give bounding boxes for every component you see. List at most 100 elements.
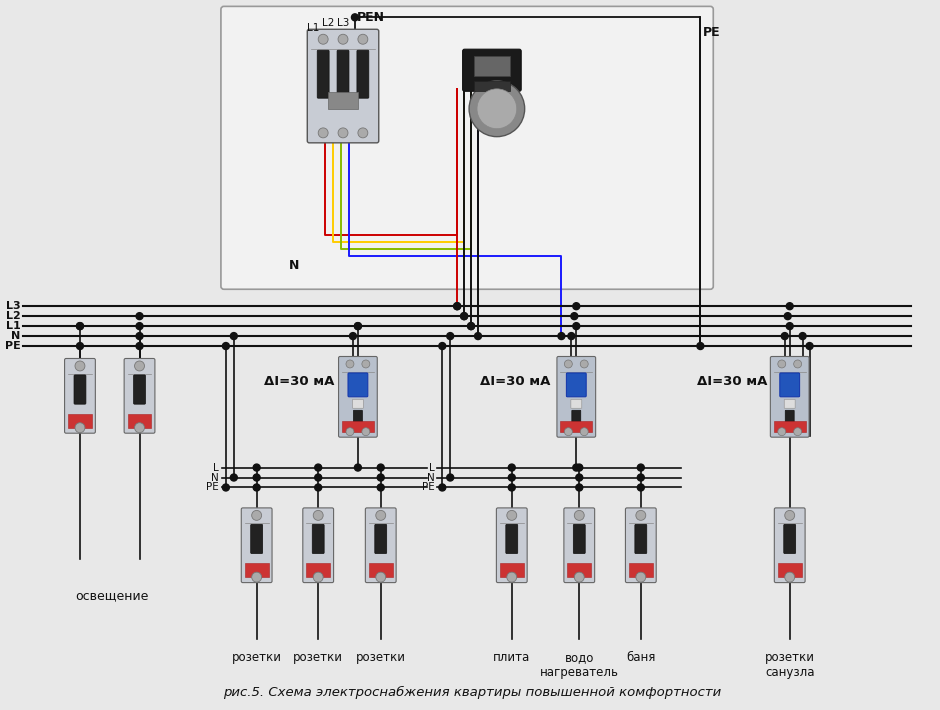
Bar — [774, 421, 806, 432]
Circle shape — [75, 361, 85, 371]
Circle shape — [134, 422, 145, 432]
Circle shape — [785, 572, 794, 582]
FancyBboxPatch shape — [375, 524, 386, 554]
Circle shape — [777, 360, 786, 368]
Circle shape — [580, 427, 588, 436]
Circle shape — [315, 464, 321, 471]
Text: PE: PE — [5, 341, 21, 351]
Circle shape — [580, 360, 588, 368]
Circle shape — [354, 464, 361, 471]
FancyBboxPatch shape — [625, 508, 656, 583]
Text: плита: плита — [494, 651, 530, 664]
Circle shape — [376, 510, 385, 520]
Circle shape — [454, 302, 461, 310]
Circle shape — [786, 322, 793, 329]
Bar — [368, 563, 393, 577]
Circle shape — [315, 474, 321, 481]
Circle shape — [572, 322, 580, 329]
Circle shape — [558, 332, 565, 339]
FancyBboxPatch shape — [573, 524, 586, 554]
Circle shape — [230, 474, 237, 481]
Circle shape — [785, 510, 794, 520]
Circle shape — [76, 322, 84, 329]
Text: N: N — [11, 331, 21, 341]
Text: L3: L3 — [337, 18, 349, 28]
Text: PEN: PEN — [357, 11, 384, 24]
Text: PE: PE — [422, 483, 434, 493]
Circle shape — [568, 332, 574, 339]
Circle shape — [637, 464, 644, 471]
Circle shape — [635, 510, 646, 520]
Bar — [474, 56, 509, 76]
Circle shape — [807, 342, 813, 349]
Circle shape — [781, 332, 789, 339]
Circle shape — [313, 510, 323, 520]
Circle shape — [571, 312, 578, 320]
FancyBboxPatch shape — [784, 524, 795, 554]
Circle shape — [377, 464, 384, 471]
Text: розетки
санузла: розетки санузла — [765, 651, 815, 679]
Text: освещение: освещение — [75, 589, 149, 602]
Circle shape — [223, 342, 229, 349]
FancyBboxPatch shape — [242, 508, 272, 583]
Text: L1: L1 — [307, 23, 320, 33]
Bar — [128, 414, 151, 427]
FancyBboxPatch shape — [780, 373, 800, 397]
FancyBboxPatch shape — [74, 375, 86, 404]
Circle shape — [338, 128, 348, 138]
Circle shape — [352, 13, 358, 21]
FancyBboxPatch shape — [352, 399, 364, 408]
FancyBboxPatch shape — [221, 6, 713, 289]
Text: PE: PE — [703, 26, 721, 39]
Circle shape — [786, 302, 793, 310]
Text: розетки: розетки — [293, 651, 343, 664]
Bar — [342, 421, 374, 432]
FancyBboxPatch shape — [357, 50, 368, 98]
Circle shape — [346, 360, 354, 368]
Circle shape — [793, 427, 802, 436]
Circle shape — [319, 34, 328, 44]
Circle shape — [509, 484, 515, 491]
FancyBboxPatch shape — [312, 524, 324, 554]
Circle shape — [350, 332, 356, 339]
Circle shape — [439, 484, 446, 491]
Circle shape — [446, 474, 454, 481]
Text: L3: L3 — [6, 301, 21, 311]
Bar — [568, 563, 591, 577]
Circle shape — [377, 484, 384, 491]
Circle shape — [253, 464, 260, 471]
Circle shape — [319, 128, 328, 138]
FancyBboxPatch shape — [771, 356, 809, 437]
Circle shape — [461, 312, 467, 320]
Circle shape — [461, 312, 467, 320]
Circle shape — [354, 322, 361, 329]
Circle shape — [467, 322, 475, 329]
Circle shape — [446, 332, 454, 339]
Circle shape — [576, 484, 583, 491]
Bar — [474, 82, 509, 92]
Circle shape — [507, 510, 517, 520]
Circle shape — [637, 484, 644, 491]
Text: розетки: розетки — [231, 651, 282, 664]
Text: ΔI=30 мA: ΔI=30 мA — [263, 376, 334, 388]
Circle shape — [313, 572, 323, 582]
Circle shape — [574, 572, 585, 582]
Circle shape — [362, 427, 369, 436]
FancyBboxPatch shape — [338, 356, 377, 437]
Circle shape — [635, 572, 646, 582]
FancyBboxPatch shape — [462, 49, 521, 92]
Circle shape — [354, 322, 361, 329]
Circle shape — [576, 474, 583, 481]
Bar — [68, 414, 92, 427]
FancyBboxPatch shape — [65, 359, 95, 433]
Text: PE: PE — [206, 483, 219, 493]
Circle shape — [777, 427, 786, 436]
Circle shape — [253, 484, 260, 491]
Bar — [328, 92, 358, 109]
FancyBboxPatch shape — [564, 508, 595, 583]
FancyBboxPatch shape — [251, 524, 262, 554]
Text: розетки: розетки — [355, 651, 406, 664]
Text: L: L — [429, 462, 434, 473]
Circle shape — [509, 474, 515, 481]
Circle shape — [572, 464, 580, 471]
